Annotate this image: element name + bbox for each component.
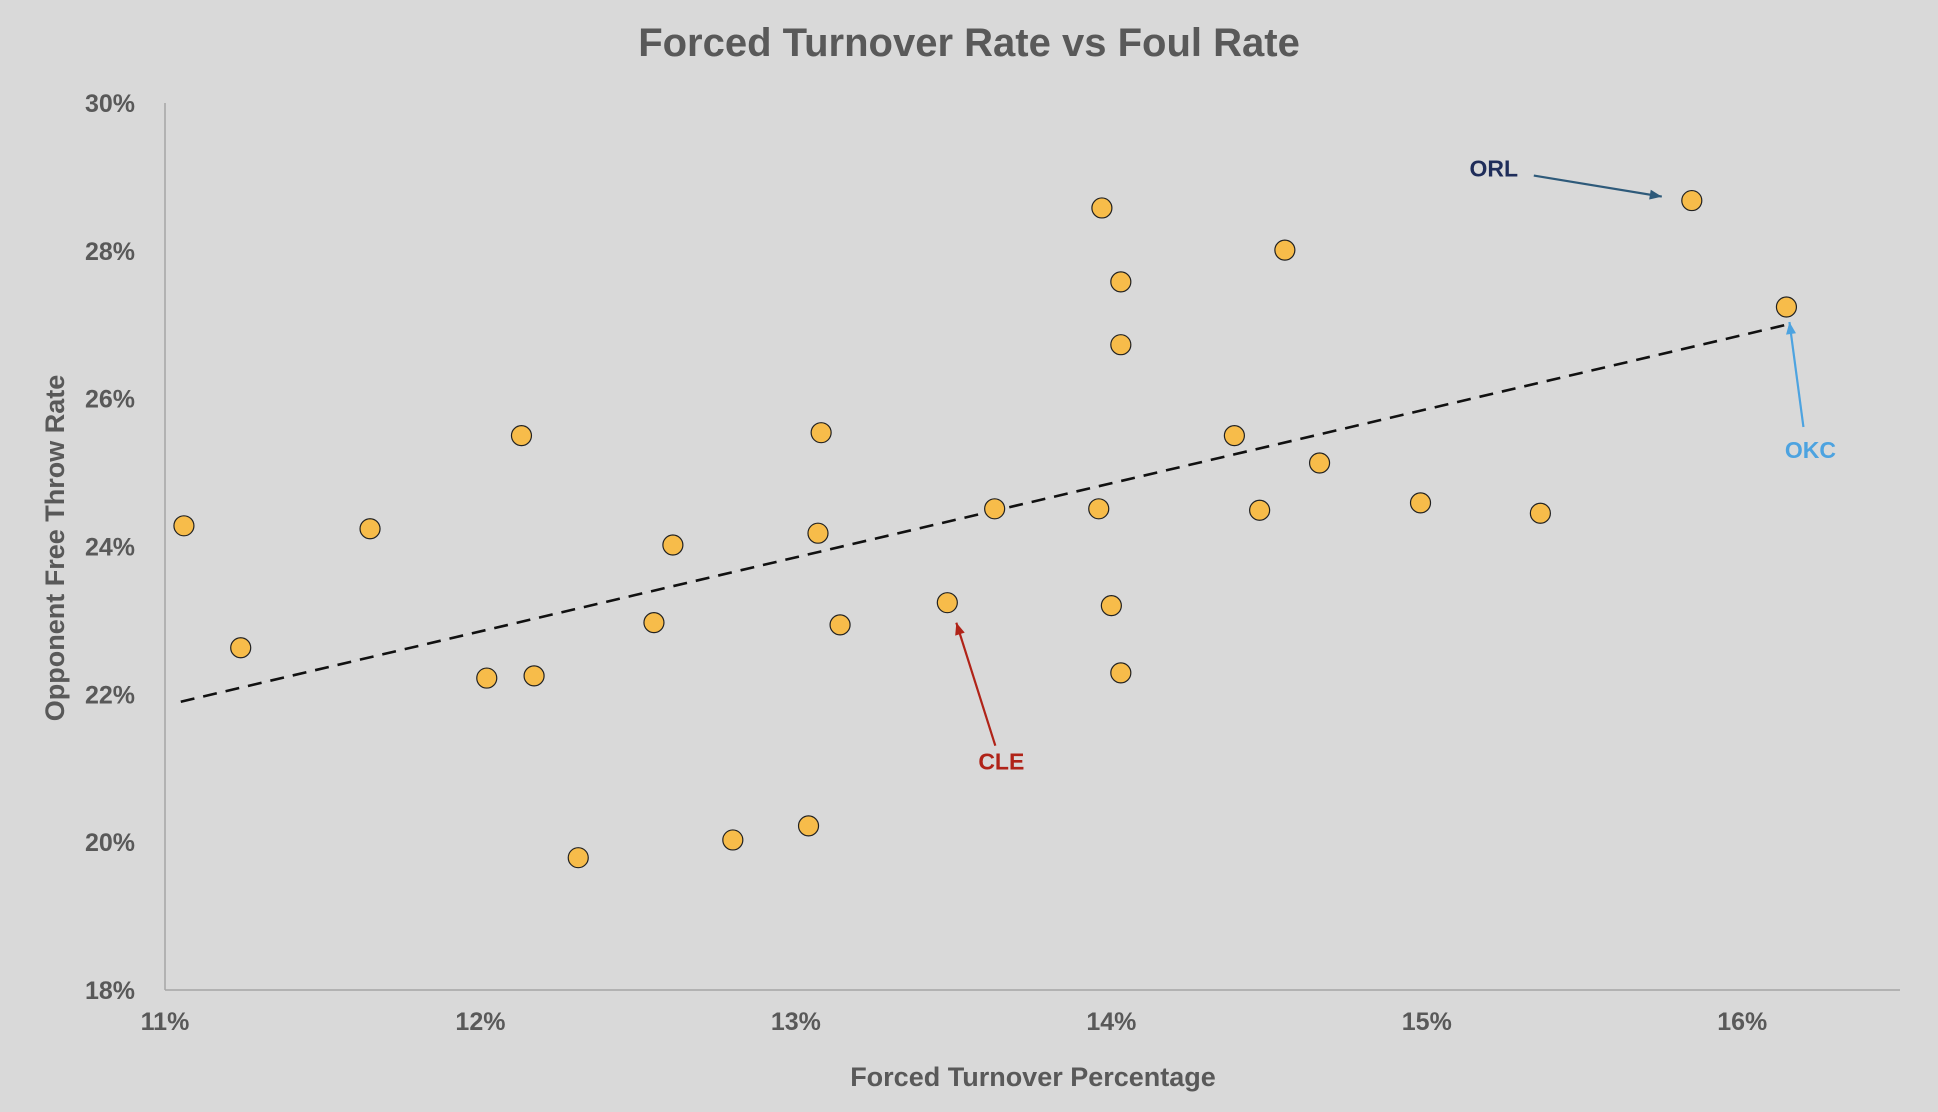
data-point: [359, 518, 381, 540]
y-tick-label: 24%: [85, 534, 135, 562]
annotation-label-orl: ORL: [1470, 156, 1519, 182]
data-point: [476, 667, 498, 689]
data-point: [1091, 197, 1113, 219]
data-point: [1110, 271, 1132, 293]
y-tick-label: 22%: [85, 681, 135, 709]
data-points: [173, 189, 1798, 869]
data-point: [1274, 239, 1296, 261]
data-point: [1249, 499, 1271, 521]
data-point: [662, 534, 684, 556]
annotation-arrow-head: [1649, 189, 1662, 200]
data-point: [1308, 452, 1331, 474]
data-point: [523, 665, 545, 687]
data-point: [510, 425, 533, 447]
data-point: [810, 422, 832, 444]
data-point: [1775, 296, 1798, 318]
annotation-arrow-head: [955, 622, 965, 636]
data-point: [829, 614, 851, 636]
data-point: [230, 637, 252, 659]
annotation-arrow-line: [1788, 321, 1805, 428]
x-tick-label: 14%: [1086, 1008, 1136, 1036]
data-point: [1110, 334, 1132, 356]
y-tick-label: 18%: [85, 977, 135, 1005]
annotation-arrow-line: [1533, 174, 1662, 198]
chart-title: Forced Turnover Rate vs Foul Rate: [638, 21, 1300, 65]
y-tick-label: 28%: [85, 238, 135, 266]
data-point: [797, 815, 820, 837]
x-tick-label: 12%: [455, 1008, 505, 1036]
axes: [164, 103, 1900, 991]
data-point: [1110, 662, 1132, 684]
data-point: [567, 847, 589, 869]
x-tick-label: 15%: [1402, 1008, 1452, 1036]
tick-labels: 11% 12% 13% 14% 15% 16% 18% 20% 22% 24% 26% 28% 30%: [85, 90, 1767, 1036]
data-point: [173, 515, 195, 537]
data-point: [936, 592, 958, 614]
data-point: [1088, 498, 1110, 520]
y-tick-label: 26%: [85, 386, 135, 414]
annotation-arrow-line: [955, 622, 997, 747]
data-point: [1100, 595, 1122, 617]
x-axis-label: Forced Turnover Percentage: [850, 1062, 1216, 1092]
annotation-arrow-head: [1786, 322, 1796, 335]
annotation-label-okc: OKC: [1785, 437, 1836, 463]
data-point: [984, 498, 1006, 520]
x-tick-label: 16%: [1717, 1008, 1767, 1036]
data-point: [807, 522, 829, 544]
data-point: [643, 612, 665, 634]
annotation-label-cle: CLE: [978, 749, 1024, 775]
x-tick-label: 11%: [141, 1008, 190, 1036]
x-tick-label: 13%: [771, 1008, 821, 1036]
annotations: ORL OKC CLE: [955, 156, 1836, 775]
data-point: [1409, 492, 1432, 514]
y-tick-label: 30%: [85, 90, 135, 118]
data-point: [1223, 425, 1245, 447]
y-tick-label: 20%: [85, 829, 135, 857]
data-point: [1681, 189, 1703, 212]
data-point: [722, 829, 744, 851]
data-point: [1529, 502, 1551, 524]
y-axis-label: Opponent Free Throw Rate: [40, 375, 70, 722]
